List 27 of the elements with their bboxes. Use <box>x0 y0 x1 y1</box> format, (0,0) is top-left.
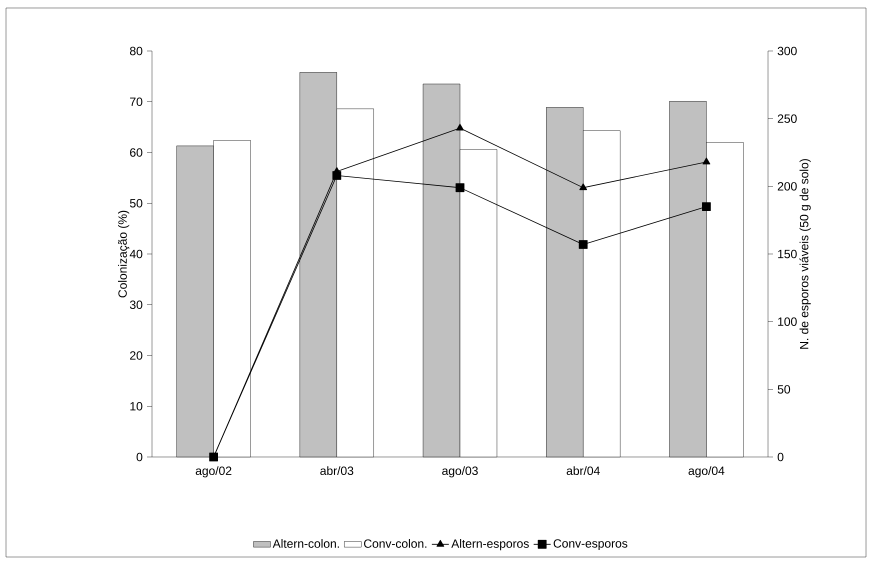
y-tick-label: 50 <box>130 199 142 208</box>
y-tick-label: 60 <box>130 148 142 157</box>
y2-tick-label: 150 <box>778 250 797 258</box>
y-tick-label: 40 <box>130 250 142 258</box>
x-tick-label: abr/03 <box>320 466 354 476</box>
y-axis-title: Colonização (%) <box>118 210 130 298</box>
legend-label: Altern-colon. <box>272 539 339 548</box>
x-tick-label: ago/02 <box>196 466 232 478</box>
legend-label: Conv-colon. <box>364 539 426 548</box>
y2-tick-label: 50 <box>778 385 790 394</box>
legend-label: Conv-esporos <box>554 539 628 550</box>
x-tick-label: ago/04 <box>688 466 724 478</box>
x-tick-label: abr/04 <box>566 466 600 476</box>
y2-tick-label: 250 <box>778 114 797 123</box>
y-tick-label: 30 <box>130 300 142 310</box>
y2-tick-label: 200 <box>778 182 797 191</box>
y2-tick-label: 0 <box>778 452 784 462</box>
x-tick-label: ago/03 <box>442 466 478 478</box>
y2-tick-label: 100 <box>778 317 797 326</box>
y-tick-label: 70 <box>130 98 142 106</box>
y-tick-label: 0 <box>136 452 142 462</box>
y-tick-label: 10 <box>130 402 142 411</box>
y2-axis-title: N. de esporos viáveis (50 g de solo) <box>799 159 811 349</box>
y2-tick-label: 300 <box>778 46 797 56</box>
y-tick-label: 20 <box>130 351 142 360</box>
legend-label: Altern-esporos <box>451 539 529 550</box>
y-tick-label: 80 <box>130 46 142 56</box>
